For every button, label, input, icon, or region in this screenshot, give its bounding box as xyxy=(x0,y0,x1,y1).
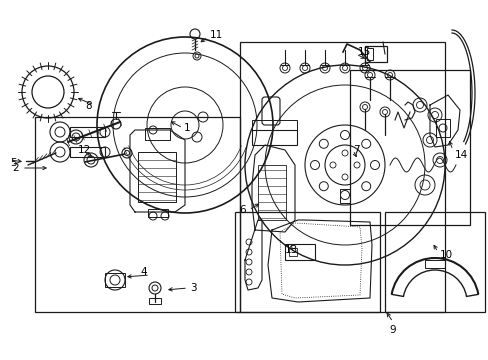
Bar xyxy=(148,209,168,217)
Bar xyxy=(288,248,296,256)
Bar xyxy=(366,48,372,60)
Bar xyxy=(145,128,170,140)
Text: 2: 2 xyxy=(12,163,19,173)
Bar xyxy=(235,212,379,312)
Bar xyxy=(70,147,105,157)
Text: 13: 13 xyxy=(285,245,298,255)
Bar xyxy=(285,244,314,260)
Bar xyxy=(240,42,444,312)
Bar xyxy=(424,260,444,268)
Text: 10: 10 xyxy=(439,250,452,260)
Bar xyxy=(149,298,161,304)
Text: 12: 12 xyxy=(78,145,91,155)
Text: 3: 3 xyxy=(190,283,196,293)
Text: 4: 4 xyxy=(140,267,146,277)
Text: 11: 11 xyxy=(209,30,223,40)
Text: 7: 7 xyxy=(352,145,359,155)
Bar xyxy=(105,273,125,287)
Bar xyxy=(35,117,240,312)
Bar xyxy=(349,70,469,225)
Text: 15: 15 xyxy=(357,47,370,57)
Text: 14: 14 xyxy=(454,150,468,160)
Text: 6: 6 xyxy=(239,205,245,215)
Bar xyxy=(251,120,296,130)
Bar xyxy=(251,130,296,145)
Text: 1: 1 xyxy=(183,123,190,133)
Bar xyxy=(384,212,484,312)
Bar xyxy=(339,189,349,203)
Bar xyxy=(70,127,105,137)
Bar xyxy=(364,46,386,62)
Bar xyxy=(258,165,285,220)
Bar xyxy=(435,119,449,137)
Text: 9: 9 xyxy=(389,325,395,335)
Text: 8: 8 xyxy=(85,101,91,111)
Text: 5: 5 xyxy=(10,158,17,168)
Bar xyxy=(138,152,176,202)
